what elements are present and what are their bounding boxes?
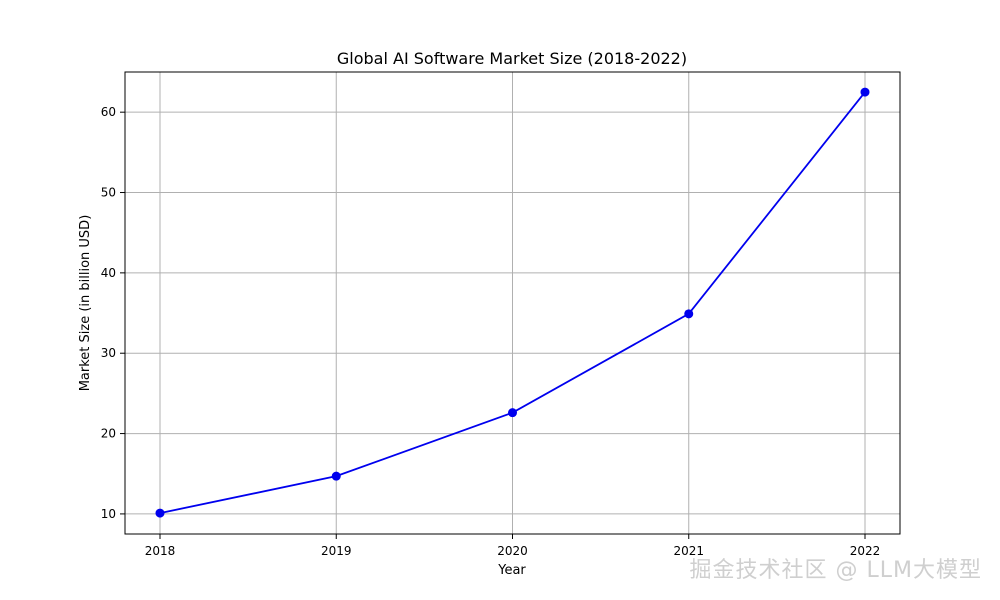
plot-frame	[124, 71, 901, 535]
y-tick-label: 30	[101, 346, 116, 360]
y-axis-label: Market Size (in billion USD)	[78, 215, 93, 392]
grid	[125, 72, 900, 534]
tick-labels: 2018 2019 2020 2021 2022 10 20 30 40 50 60	[101, 105, 881, 558]
data-point	[684, 309, 694, 319]
y-tick-label: 50	[101, 186, 116, 200]
x-tick-label: 2018	[145, 544, 176, 558]
data-point	[155, 508, 165, 518]
y-tick-label: 20	[101, 427, 116, 441]
x-tick-label: 2022	[850, 544, 881, 558]
chart-title: Global AI Software Market Size (2018-202…	[337, 49, 687, 68]
y-tick-label: 10	[101, 507, 116, 521]
y-tick-label: 60	[101, 105, 116, 119]
series	[155, 87, 870, 518]
data-point	[508, 408, 517, 418]
x-tick-label: 2021	[673, 544, 704, 558]
data-point	[331, 471, 341, 481]
x-axis-label: Year	[497, 563, 526, 578]
x-tick-label: 2019	[321, 544, 352, 558]
axes	[120, 71, 901, 539]
y-tick-label: 40	[101, 266, 116, 280]
data-point	[860, 87, 870, 97]
x-tick-label: 2020	[497, 544, 528, 558]
